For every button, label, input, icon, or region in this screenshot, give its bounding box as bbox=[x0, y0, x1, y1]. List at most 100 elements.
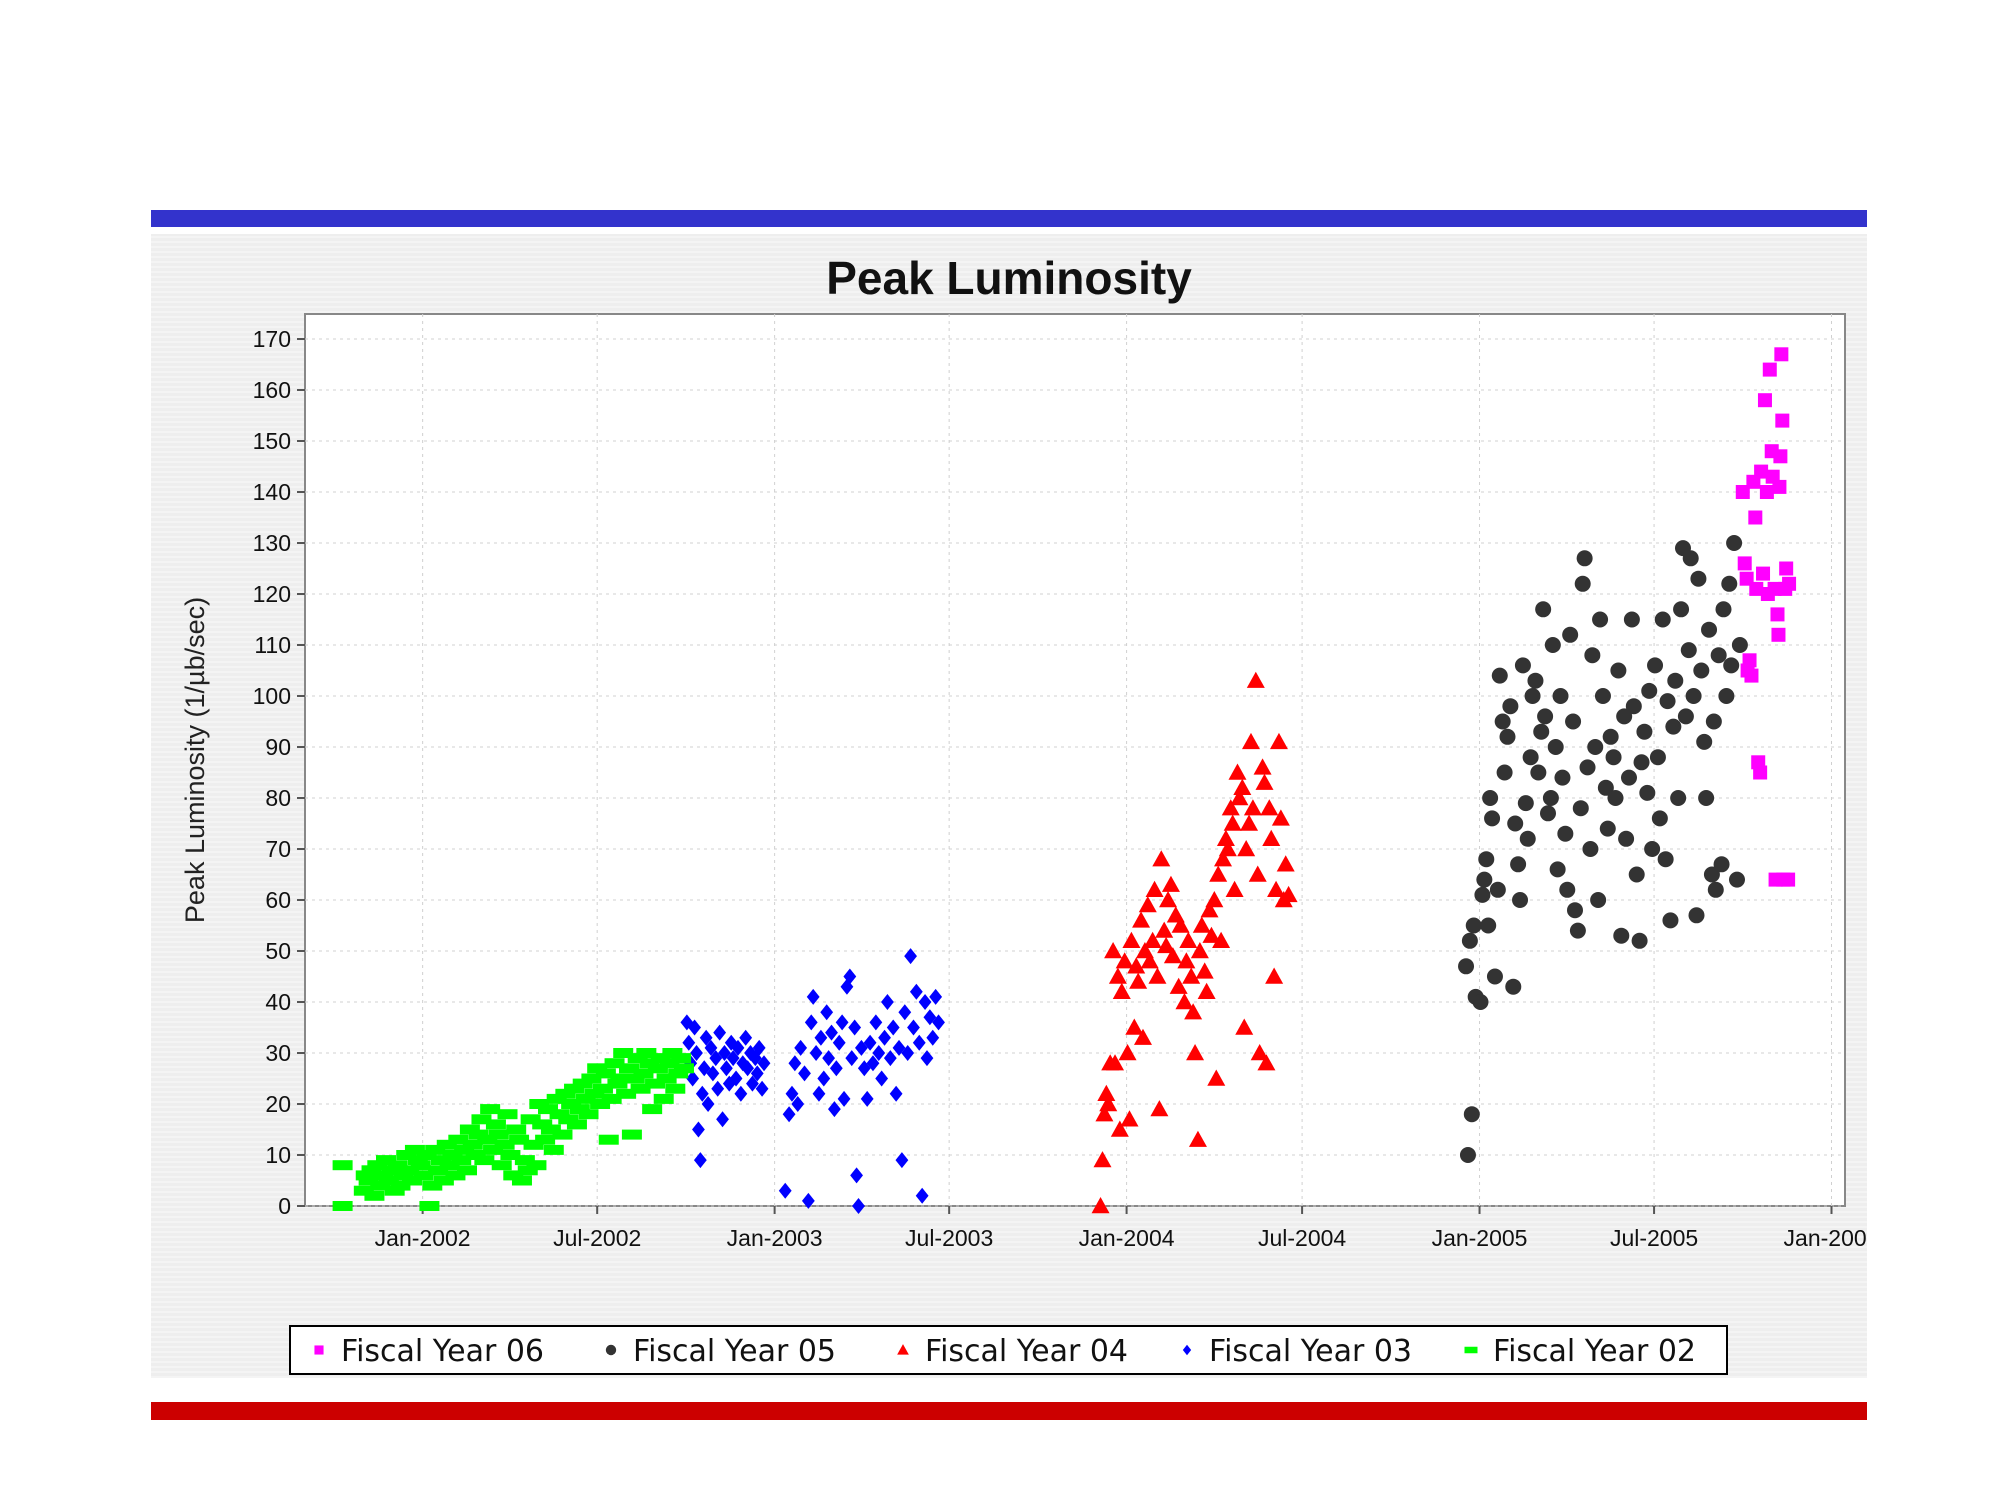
data-point bbox=[1489, 881, 1506, 898]
data-point bbox=[828, 1101, 841, 1118]
y-axis-ticks: 0 10 20 30 40 50 60 70 80 90 100 110 120 130 140 150 160… bbox=[253, 326, 305, 1219]
x-tick-label: Jan-2002 bbox=[375, 1225, 471, 1251]
peak-luminosity-chart: Peak Luminosity 0 10 20 30 40 50 60 70 80 90 100 11… bbox=[180, 252, 1867, 1375]
data-point bbox=[1171, 916, 1190, 933]
data-point bbox=[514, 1155, 535, 1166]
data-point bbox=[1682, 550, 1699, 567]
data-point bbox=[520, 1114, 541, 1125]
data-point bbox=[332, 1160, 353, 1171]
data-point bbox=[843, 968, 857, 985]
data-point bbox=[1091, 1197, 1110, 1214]
data-point bbox=[1659, 693, 1676, 710]
y-tick-label: 30 bbox=[265, 1040, 291, 1066]
data-point bbox=[1463, 1106, 1480, 1123]
data-point bbox=[451, 1155, 472, 1166]
data-point bbox=[659, 1058, 680, 1069]
y-tick-label: 120 bbox=[253, 581, 291, 607]
data-point bbox=[1644, 841, 1661, 857]
data-point bbox=[1623, 611, 1640, 628]
data-point bbox=[852, 1198, 865, 1214]
data-point bbox=[918, 994, 932, 1010]
data-point bbox=[1267, 880, 1286, 897]
data-point bbox=[869, 1014, 883, 1031]
data-point bbox=[1767, 581, 1782, 596]
legend-item: Fiscal Year 05 bbox=[605, 1334, 836, 1369]
data-point bbox=[364, 1190, 385, 1201]
data-point bbox=[801, 1192, 815, 1209]
data-point bbox=[791, 1096, 805, 1112]
data-point bbox=[1735, 485, 1750, 499]
data-point bbox=[353, 1185, 374, 1196]
data-point bbox=[1120, 1110, 1139, 1127]
data-point bbox=[798, 1065, 811, 1082]
data-point bbox=[468, 1129, 489, 1140]
data-point bbox=[532, 1119, 553, 1130]
data-point bbox=[720, 1060, 733, 1077]
data-point bbox=[1482, 790, 1499, 806]
data-point bbox=[1742, 653, 1757, 668]
data-point bbox=[1620, 769, 1637, 786]
data-point bbox=[1748, 510, 1763, 525]
data-point bbox=[1155, 921, 1174, 938]
data-point bbox=[1715, 601, 1732, 618]
data-point bbox=[1127, 957, 1146, 974]
bottom-decorative-bar bbox=[151, 1402, 1867, 1420]
data-point bbox=[907, 1019, 920, 1036]
data-point bbox=[806, 988, 820, 1005]
data-point bbox=[410, 1160, 431, 1171]
data-point bbox=[1118, 1044, 1137, 1061]
data-point bbox=[561, 1099, 582, 1109]
data-point bbox=[1095, 1105, 1114, 1122]
data-point bbox=[1145, 880, 1164, 897]
data-point bbox=[1562, 626, 1579, 643]
data-point bbox=[1150, 1100, 1169, 1117]
data-point bbox=[1657, 851, 1674, 868]
data-point bbox=[1192, 916, 1211, 933]
data-point bbox=[850, 1167, 863, 1184]
data-point bbox=[367, 1160, 388, 1171]
data-point bbox=[555, 1088, 576, 1099]
data-point bbox=[1728, 871, 1745, 888]
data-point bbox=[724, 1034, 738, 1051]
data-point bbox=[1749, 581, 1764, 596]
data-point bbox=[1461, 932, 1478, 949]
data-point bbox=[1202, 926, 1221, 943]
data-point bbox=[673, 1063, 694, 1074]
data-point bbox=[848, 1019, 862, 1036]
data-point bbox=[1731, 637, 1748, 653]
data-points bbox=[332, 347, 1797, 1214]
data-point bbox=[1756, 566, 1771, 581]
series-fiscal-year-06 bbox=[1735, 347, 1797, 887]
data-point bbox=[1265, 967, 1284, 984]
data-point bbox=[494, 1139, 515, 1150]
data-point bbox=[1097, 1084, 1116, 1101]
legend-item: Fiscal Year 02 bbox=[1464, 1334, 1696, 1369]
data-point bbox=[1713, 856, 1730, 873]
data-point bbox=[399, 1165, 420, 1176]
data-point bbox=[1667, 672, 1684, 689]
data-point bbox=[1757, 393, 1772, 408]
data-point bbox=[695, 1085, 709, 1102]
data-point bbox=[822, 1050, 836, 1067]
data-point bbox=[572, 1078, 593, 1089]
data-point bbox=[1539, 805, 1556, 822]
y-tick-label: 150 bbox=[253, 428, 291, 454]
data-point bbox=[1512, 892, 1529, 908]
data-point bbox=[1122, 931, 1141, 948]
data-point bbox=[1636, 723, 1653, 740]
series-fiscal-year-05 bbox=[1458, 535, 1748, 1163]
data-point bbox=[1772, 479, 1787, 494]
legend-label: Fiscal Year 02 bbox=[1493, 1334, 1696, 1369]
data-point bbox=[419, 1201, 440, 1211]
data-point bbox=[509, 1134, 530, 1145]
data-point bbox=[1781, 872, 1796, 887]
data-point bbox=[390, 1180, 411, 1191]
data-point bbox=[1701, 621, 1718, 638]
y-tick-label: 100 bbox=[253, 683, 291, 709]
data-point bbox=[1163, 947, 1182, 964]
data-point bbox=[1257, 1054, 1276, 1071]
data-point bbox=[1246, 671, 1265, 688]
series-fiscal-year-04 bbox=[1091, 671, 1298, 1214]
data-point bbox=[912, 1034, 926, 1051]
data-point bbox=[645, 1078, 666, 1089]
